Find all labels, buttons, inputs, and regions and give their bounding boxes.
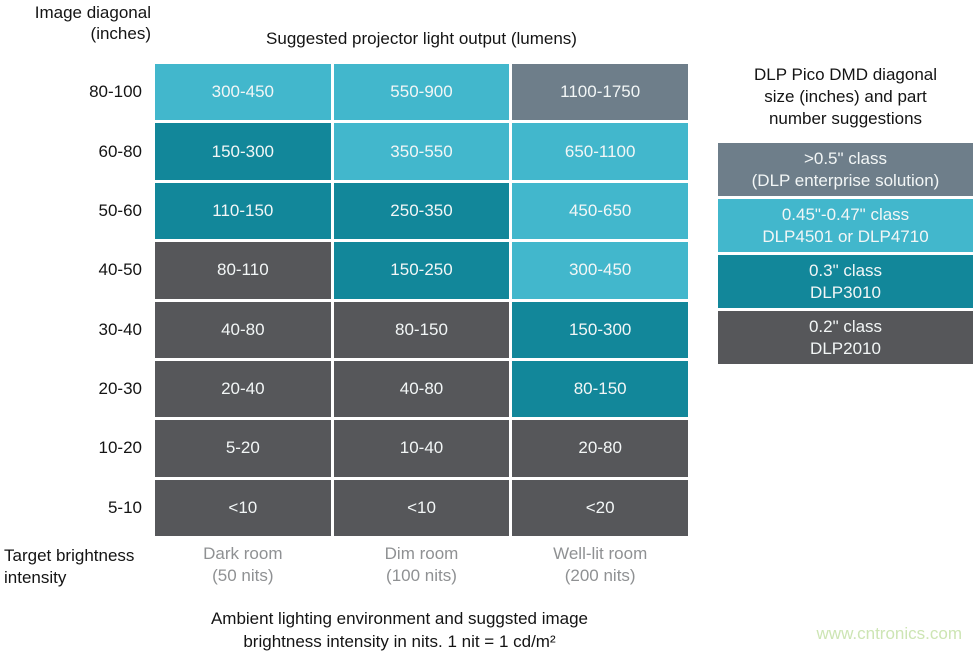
column-label-text: Dark room: [203, 544, 283, 563]
column-label-subtext: (100 nits): [386, 566, 457, 585]
table-cell: 110-150: [155, 182, 331, 240]
legend-item-over-0-5-class: >0.5" class (DLP enterprise solution): [718, 143, 973, 196]
table-cell: 5-20: [155, 420, 331, 477]
table-cell: <20: [512, 479, 688, 536]
table-cell: 350-550: [333, 123, 510, 180]
legend-item-0-3-class: 0.3" class DLP3010: [718, 255, 973, 308]
legend: DLP Pico DMD diagonal size (inches) and …: [718, 64, 973, 367]
row-label: 10-20: [98, 438, 142, 458]
lumens-heatmap-table: 300-450 550-900 1100-1750 150-300 350-55…: [155, 64, 688, 536]
row-label: 50-60: [98, 200, 142, 220]
column-label-subtext: (50 nits): [212, 566, 274, 585]
footnote-caption-line1: Ambient lighting environment and suggste…: [210, 609, 589, 628]
table-cell: 40-80: [333, 360, 510, 418]
table-cell: 650-1100: [512, 123, 688, 180]
row-label: 30-40: [98, 319, 142, 339]
row-label: 20-30: [98, 379, 142, 399]
table-cell: 300-450: [155, 64, 331, 121]
row-axis-title: Image diagonal (inches): [34, 3, 151, 43]
row-label: 60-80: [98, 141, 142, 161]
row-label: 80-100: [89, 82, 142, 102]
col-axis-title: Target brightness intensity: [4, 546, 135, 587]
chart-title: Suggested projector light output (lumens…: [266, 29, 577, 48]
column-label-well-lit-room: Well-lit room (200 nits): [512, 543, 688, 587]
legend-item-0-45-0-47-class: 0.45"-0.47" class DLP4501 or DLP4710: [718, 199, 973, 252]
row-label: 40-50: [98, 260, 142, 280]
table-cell: 150-300: [155, 123, 331, 180]
table-cell: 550-900: [333, 64, 510, 121]
table-cell: 450-650: [512, 182, 688, 240]
table-cell: 80-150: [333, 301, 510, 358]
table-cell: 40-80: [155, 301, 331, 358]
column-label-row: Dark room (50 nits) Dim room (100 nits) …: [155, 543, 688, 587]
watermark: www.cntronics.com: [816, 624, 962, 643]
table-cell: 300-450: [512, 242, 688, 299]
row-label-column: 80-100 60-80 50-60 40-50 30-40 20-30 10-…: [0, 64, 142, 536]
table-cell: 80-110: [155, 242, 331, 299]
table-cell: 20-40: [155, 360, 331, 418]
table-cell: 150-250: [333, 242, 510, 299]
row-label: 5-10: [107, 497, 142, 517]
column-label-text: Dim room: [384, 544, 459, 563]
table-cell: 10-40: [333, 420, 510, 477]
column-label-subtext: (200 nits): [564, 566, 636, 585]
table-cell: <10: [155, 479, 331, 536]
table-cell: 250-350: [333, 182, 510, 240]
table-cell: 20-80: [512, 420, 688, 477]
column-label-text: Well-lit room: [553, 544, 648, 563]
table-cell: 150-300: [512, 301, 688, 358]
column-label-dim-room: Dim room (100 nits): [334, 543, 510, 587]
legend-item-0-2-class: 0.2" class DLP2010: [718, 311, 973, 364]
table-cell: <10: [333, 479, 510, 536]
table-cell: 80-150: [512, 360, 688, 418]
footnote-caption: Ambient lighting environment and suggste…: [133, 607, 666, 653]
table-cell: 1100-1750: [512, 64, 688, 121]
column-label-dark-room: Dark room (50 nits): [155, 543, 331, 587]
footnote-caption-line2: brightness intensity in nits. 1 nit = 1 …: [243, 632, 556, 651]
legend-title: DLP Pico DMD diagonal size (inches) and …: [754, 65, 937, 128]
